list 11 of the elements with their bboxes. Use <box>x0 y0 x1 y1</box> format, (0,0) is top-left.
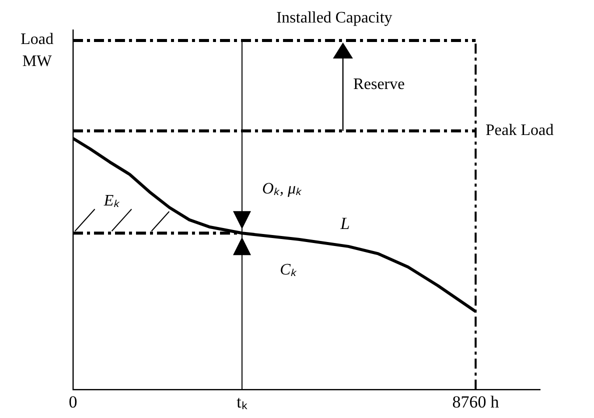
ref-line-label: Peak Load <box>486 122 554 140</box>
x-tick-label: 0 <box>68 392 78 412</box>
annotation: Eₖ <box>102 192 121 210</box>
text: Reserve <box>353 76 405 94</box>
series-label: L <box>339 214 350 233</box>
annotation: Cₖ <box>280 261 298 278</box>
x-tick-label: 8760 h <box>452 392 500 412</box>
ref-line-label: Installed Capacity <box>276 10 392 27</box>
x-tick-label: tₖ <box>236 392 248 412</box>
y-axis-title: Load MW <box>20 31 54 70</box>
annotation: Oₖ, μₖ <box>262 180 303 198</box>
